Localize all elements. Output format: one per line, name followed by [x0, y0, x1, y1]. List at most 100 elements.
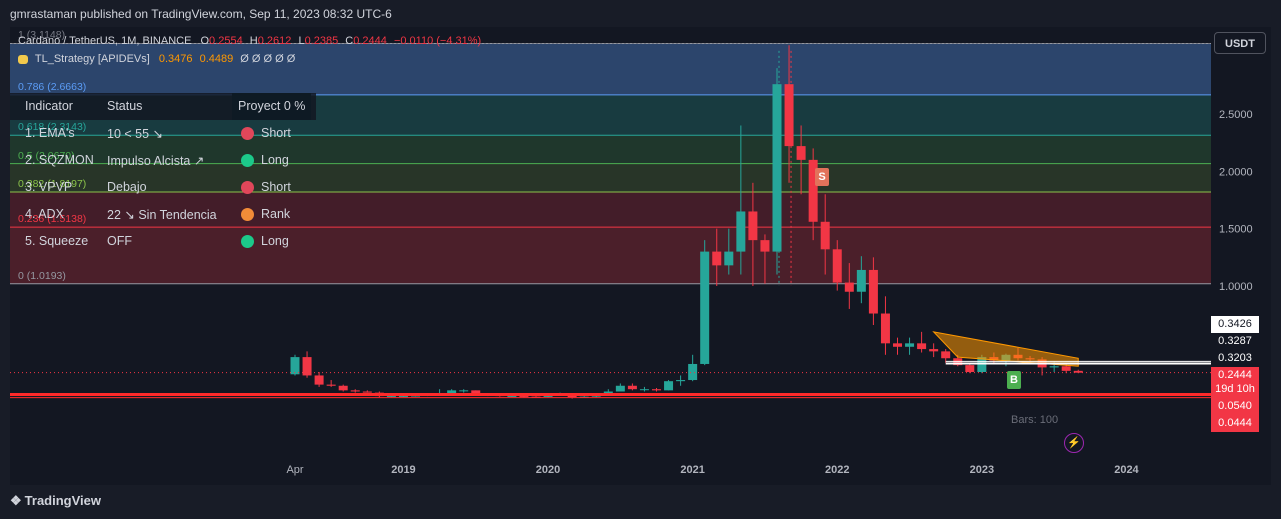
candle-body: [615, 385, 625, 392]
publish-header: gmrastaman published on TradingView.com,…: [10, 7, 392, 21]
x-tick-label: 2019: [391, 464, 415, 476]
candle-body: [748, 211, 758, 241]
price-axis-label: 19d 10h: [1211, 381, 1259, 398]
candle-body: [700, 251, 710, 364]
candle-body: [471, 390, 481, 394]
lightning-icon[interactable]: ⚡: [1064, 433, 1084, 453]
indicator-name: 5. Squeeze: [25, 234, 89, 248]
candle-body: [905, 343, 915, 347]
candle-body: [965, 365, 975, 373]
candle-body: [784, 84, 794, 147]
x-tick-label: Apr: [286, 464, 303, 476]
candle-body: [1073, 370, 1083, 373]
fib-level-label: 0.5 (2.0670): [18, 149, 75, 162]
ohlc-close-value: 0.2444: [353, 35, 387, 47]
strategy-name: TL_Strategy [APIDEVs]: [34, 53, 150, 65]
ohlc-low-label: L: [298, 35, 305, 47]
buy-marker: B: [1007, 371, 1021, 389]
candle-body: [941, 351, 951, 359]
candle-body: [664, 381, 674, 391]
trend-wedge: [932, 331, 1079, 367]
indicator-row: 1. EMA's 10 < 55 ↘ Short: [10, 120, 316, 147]
header-indicator: Indicator: [25, 99, 73, 113]
indicator-signal: Short: [261, 180, 291, 194]
indicator-signal: Long: [261, 234, 289, 248]
candle-body: [688, 363, 698, 381]
candle-body: [302, 357, 312, 376]
candle-body: [447, 390, 457, 394]
fib-level-label: 0.236 (1.5138): [18, 213, 87, 226]
indicator-table-header: Indicator Status Proyect 0 %: [10, 93, 316, 120]
currency-button[interactable]: USDT: [1214, 32, 1266, 54]
indicator-name: 3. VPVP: [25, 180, 73, 194]
x-tick-label: 2021: [680, 464, 704, 476]
price-axis-label: 0.3203: [1211, 350, 1259, 367]
candle-body: [338, 385, 348, 391]
candle-body: [398, 396, 408, 398]
strategy-icon: [18, 54, 28, 64]
candle-body: [1061, 366, 1071, 371]
candle-body: [832, 249, 842, 283]
tradingview-brand: TradingView: [24, 493, 101, 508]
x-tick-label: 2022: [825, 464, 849, 476]
candle-body: [676, 380, 686, 382]
indicator-row: 5. Squeeze OFF Long: [10, 228, 316, 255]
signal-dot-icon: [241, 181, 254, 194]
price-axis-label: 0.0444: [1211, 415, 1259, 432]
candle-body: [639, 389, 649, 391]
symbol-title: Cardano / TetherUS, 1M, BINANCE: [18, 35, 192, 47]
signal-dot-icon: [241, 127, 254, 140]
indicator-name: 1. EMA's: [25, 126, 75, 140]
price-axis-label: 0.2444: [1211, 367, 1259, 384]
candle-body: [519, 396, 529, 398]
candle-body: [772, 84, 782, 252]
candle-body: [386, 396, 396, 398]
fib-level-label: 0.382 (1.8197): [18, 178, 87, 190]
candle-body: [760, 240, 770, 252]
strategy-legend[interactable]: TL_Strategy [APIDEVs] 0.3476 0.4489 Ø Ø …: [18, 53, 295, 65]
x-tick-label: 2023: [970, 464, 994, 476]
header-project: Proyect 0 %: [232, 93, 312, 120]
strategy-empty-values: Ø Ø Ø Ø Ø: [240, 53, 296, 65]
indicator-status: 22 ↘ Sin Tendencia: [107, 208, 217, 222]
indicator-name: 4. ADX: [25, 207, 64, 221]
symbol-legend[interactable]: Cardano / TetherUS, 1M, BINANCE O0.2554 …: [18, 35, 481, 47]
bars-count-label: Bars: 100: [1011, 414, 1059, 426]
tradingview-logo[interactable]: ❖ TradingView: [10, 493, 101, 509]
indicator-status: Impulso Alcista ↗: [107, 154, 205, 168]
candle-body: [362, 391, 372, 393]
indicator-name: 2. SQZMON: [25, 153, 94, 167]
fib-band: [10, 192, 1211, 228]
candle-body: [724, 251, 734, 266]
candle-body: [820, 221, 830, 250]
indicator-row: 3. VPVP Debajo Short: [10, 174, 316, 201]
candle-body: [350, 390, 360, 392]
sell-marker: S: [815, 168, 829, 186]
candle-body: [627, 385, 637, 390]
candle-body: [652, 389, 661, 391]
ohlc-change: −0.0110 (−4.31%): [393, 35, 482, 47]
ohlc-open-label: O: [200, 35, 210, 47]
indicator-signal: Short: [261, 126, 291, 140]
candle-body: [977, 357, 987, 373]
strategy-value-1: 0.3476: [158, 53, 193, 65]
candle-body: [326, 384, 336, 386]
candle-body: [929, 349, 939, 352]
indicator-row: 2. SQZMON Impulso Alcista ↗ Long: [10, 147, 316, 174]
indicator-table: Indicator Status Proyect 0 % 1. EMA's 10…: [10, 93, 316, 255]
x-tick-label: 2024: [1114, 464, 1139, 476]
header-status: Status: [107, 99, 143, 113]
strategy-value-2: 0.4489: [199, 53, 234, 65]
x-tick-label: 2020: [536, 464, 560, 476]
candle-body: [712, 251, 722, 266]
indicator-row: 4. ADX 22 ↘ Sin Tendencia Rank: [10, 201, 316, 228]
candle-body: [808, 159, 818, 222]
fib-band: [10, 163, 1211, 193]
candle-body: [736, 211, 746, 252]
fib-level-label: 0 (1.0193): [18, 269, 66, 282]
indicator-signal: Long: [261, 153, 289, 167]
ohlc-low-value: 0.2385: [304, 35, 339, 47]
indicator-status: Debajo: [107, 180, 147, 194]
y-tick-label: 2.0000: [1219, 166, 1253, 178]
signal-dot-icon: [241, 235, 254, 248]
